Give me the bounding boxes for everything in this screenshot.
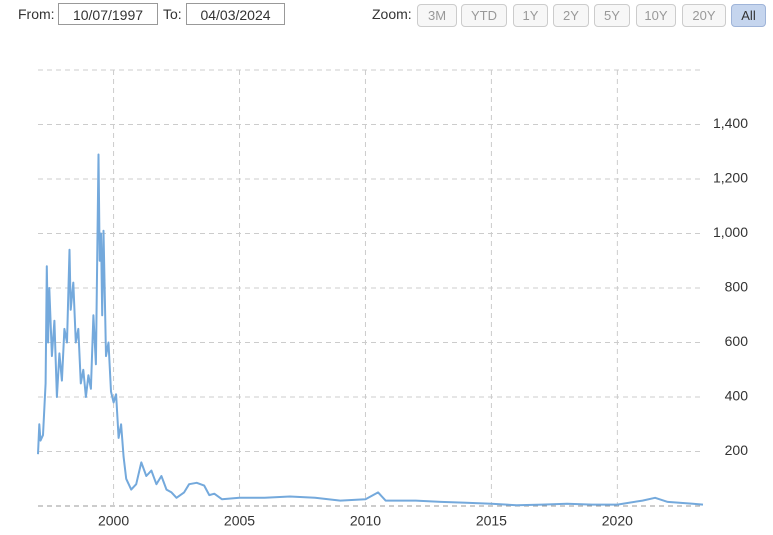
x-tick-label: 2010 [350, 513, 381, 529]
y-tick-label: 1,400 [713, 115, 748, 131]
zoom-button[interactable]: YTD [461, 4, 507, 27]
zoom-button[interactable]: 20Y [682, 4, 726, 27]
y-tick-label: 600 [725, 333, 749, 349]
from-date[interactable]: 10/07/1997 [58, 3, 158, 25]
x-tick-label: 2000 [98, 513, 129, 529]
y-tick-label: 1,200 [713, 170, 748, 186]
x-tick-label: 2005 [224, 513, 255, 529]
from-label: From: [18, 6, 55, 22]
y-tick-label: 800 [725, 279, 749, 295]
zoom-button[interactable]: 3M [417, 4, 457, 27]
zoom-button[interactable]: All [731, 4, 766, 27]
y-tick-label: 200 [725, 442, 749, 458]
zoom-button[interactable]: 1Y [513, 4, 548, 27]
x-tick-label: 2015 [476, 513, 507, 529]
zoom-label: Zoom: [372, 6, 412, 22]
y-tick-label: 400 [725, 388, 749, 404]
zoom-button[interactable]: 2Y [553, 4, 589, 27]
zoom-button[interactable]: 5Y [594, 4, 630, 27]
y-tick-label: 1,000 [713, 224, 748, 240]
to-date[interactable]: 04/03/2024 [186, 3, 285, 25]
zoom-button[interactable]: 10Y [636, 4, 676, 27]
to-label: To: [163, 6, 182, 22]
x-tick-label: 2020 [602, 513, 633, 529]
price-line [37, 153, 704, 507]
